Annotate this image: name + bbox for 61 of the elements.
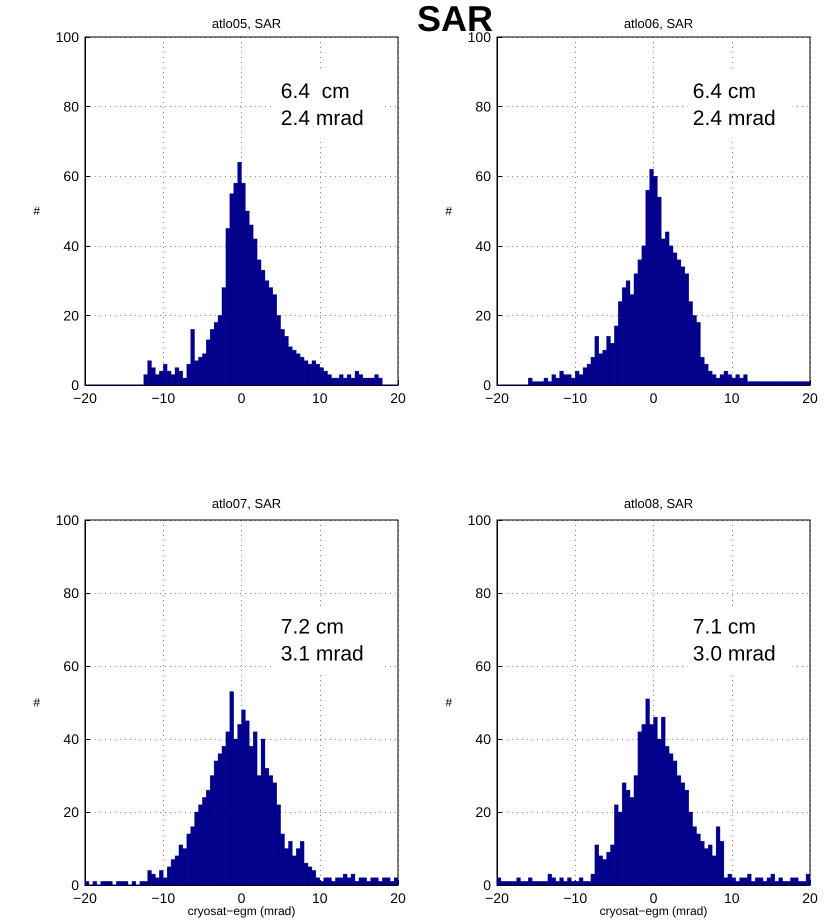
- y-tick-label: 40: [63, 238, 80, 254]
- x-tick-label: 10: [312, 390, 328, 406]
- chart-title: atlo06, SAR: [624, 16, 694, 31]
- x-tick-label: −10: [151, 390, 176, 406]
- x-tick-label: −10: [563, 390, 588, 406]
- annotation: 7.1 cm: [692, 616, 756, 639]
- annotation: 2.4 mrad: [280, 106, 364, 130]
- y-tick-label: 0: [483, 877, 492, 893]
- y-tick-label: 0: [71, 377, 80, 393]
- x-tick-label: 0: [238, 890, 246, 906]
- x-axis-title: cryosat−egm (mrad): [188, 904, 296, 918]
- annotation: 2.4 mrad: [692, 106, 776, 130]
- x-axis-title: cryosat−egm (mrad): [600, 904, 708, 918]
- y-tick-label: 80: [63, 98, 80, 115]
- y-tick-label: 20: [475, 804, 492, 820]
- annotation: 6.4 cm: [692, 80, 756, 103]
- x-tick-label: 20: [802, 890, 818, 906]
- x-tick-label: −20: [485, 390, 510, 406]
- y-tick-label: 80: [63, 585, 80, 601]
- x-tick-label: 20: [390, 390, 406, 406]
- y-tick-label: 100: [56, 512, 80, 528]
- y-tick-label: 0: [483, 377, 492, 393]
- annotation: 3.1 mrad: [280, 642, 364, 666]
- y-tick-label: 60: [63, 658, 80, 674]
- x-tick-label: −20: [485, 890, 510, 906]
- chart-title: atlo08, SAR: [624, 496, 694, 511]
- x-tick-label: 10: [724, 390, 740, 406]
- y-tick-label: 40: [475, 731, 492, 747]
- x-tick-label: 0: [238, 390, 246, 406]
- y-tick-label: 100: [468, 512, 492, 528]
- y-tick-label: 60: [63, 168, 80, 184]
- y-axis-title: #: [33, 204, 40, 218]
- chart-title: atlo07, SAR: [212, 496, 282, 511]
- y-tick-label: 40: [475, 238, 492, 254]
- x-tick-label: 0: [650, 390, 658, 406]
- y-tick-label: 80: [475, 98, 492, 115]
- y-axis-title: #: [445, 696, 452, 710]
- y-tick-label: 100: [56, 29, 80, 45]
- y-tick-label: 20: [63, 804, 80, 820]
- x-tick-label: 20: [802, 390, 818, 406]
- annotation: 3.0 mrad: [692, 642, 776, 666]
- y-tick-label: 60: [475, 658, 492, 674]
- x-tick-label: −20: [73, 390, 98, 406]
- y-axis-title: #: [33, 696, 40, 710]
- chart-title: atlo05, SAR: [212, 16, 282, 31]
- y-tick-label: 0: [71, 877, 80, 893]
- y-axis-title: #: [445, 204, 452, 218]
- annotation: 6.4 cm: [280, 80, 350, 103]
- x-tick-label: −10: [563, 890, 588, 906]
- annotation: 7.2 cm: [280, 616, 344, 639]
- x-tick-label: 10: [312, 890, 328, 906]
- x-tick-label: −10: [151, 890, 176, 906]
- x-tick-label: 20: [390, 890, 406, 906]
- x-tick-label: 10: [724, 890, 740, 906]
- y-tick-label: 80: [475, 585, 492, 601]
- y-tick-label: 40: [63, 731, 80, 747]
- y-tick-label: 60: [475, 168, 492, 184]
- x-tick-label: 0: [650, 890, 658, 906]
- y-tick-label: 20: [475, 307, 492, 324]
- y-tick-label: 20: [63, 307, 80, 324]
- x-tick-label: −20: [73, 890, 98, 906]
